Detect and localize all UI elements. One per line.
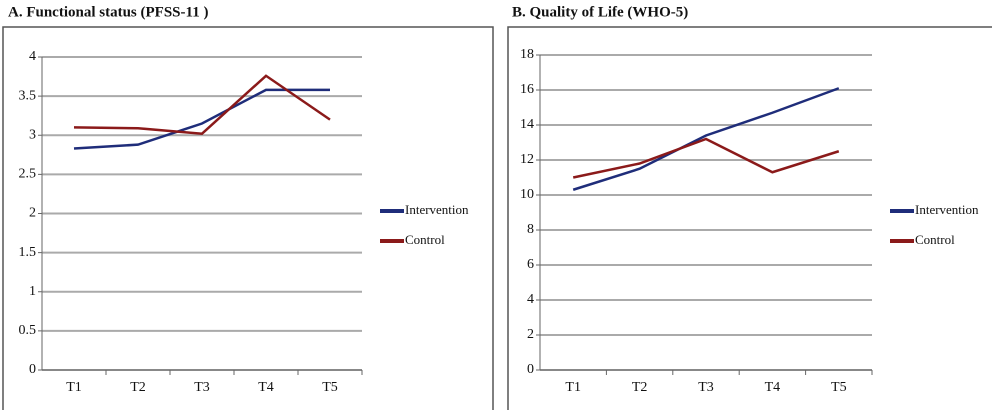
y-tick-label: 10 [520, 187, 534, 202]
y-tick-label: 1.5 [19, 245, 37, 260]
y-tick-label: 3 [29, 127, 36, 142]
y-tick-label: 0 [527, 362, 534, 377]
x-tick-label: T2 [130, 380, 146, 395]
legend-label: Control [915, 232, 955, 247]
y-tick-label: 3.5 [19, 88, 37, 103]
legend-label: Control [405, 232, 445, 247]
y-tick-label: 2 [29, 206, 36, 221]
y-tick-label: 0.5 [19, 323, 37, 338]
x-tick-label: T3 [698, 380, 714, 395]
y-tick-label: 0 [29, 362, 36, 377]
chart-title: A. Functional status (PFSS-11 ) [8, 4, 208, 20]
y-tick-label: 2 [527, 327, 534, 342]
x-tick-label: T2 [632, 380, 648, 395]
series-line [73, 74, 331, 135]
y-tick-label: 6 [527, 257, 534, 272]
y-tick-label: 2.5 [19, 167, 37, 182]
y-tick-label: 8 [527, 222, 534, 237]
x-tick-label: T5 [831, 380, 847, 395]
y-tick-label: 12 [520, 152, 534, 167]
x-tick-label: T1 [66, 380, 82, 395]
y-tick-label: 16 [520, 82, 534, 97]
y-tick-label: 1 [29, 284, 36, 299]
y-tick-label: 4 [29, 49, 36, 64]
panel-frame [507, 26, 992, 410]
x-tick-label: T3 [194, 380, 210, 395]
y-tick-label: 18 [520, 47, 534, 62]
x-tick-label: T5 [322, 380, 338, 395]
y-tick-label: 14 [520, 117, 534, 132]
series-line [572, 87, 840, 191]
series-line [73, 88, 330, 150]
chart-title: B. Quality of Life (WHO-5) [512, 4, 688, 20]
y-tick-label: 4 [527, 292, 534, 307]
series-line [572, 137, 840, 179]
x-tick-label: T4 [258, 380, 274, 395]
x-tick-label: T4 [765, 380, 781, 395]
panel-frame [2, 26, 494, 410]
legend-label: Intervention [405, 202, 469, 217]
x-tick-label: T1 [565, 380, 581, 395]
legend-label: Intervention [915, 202, 979, 217]
